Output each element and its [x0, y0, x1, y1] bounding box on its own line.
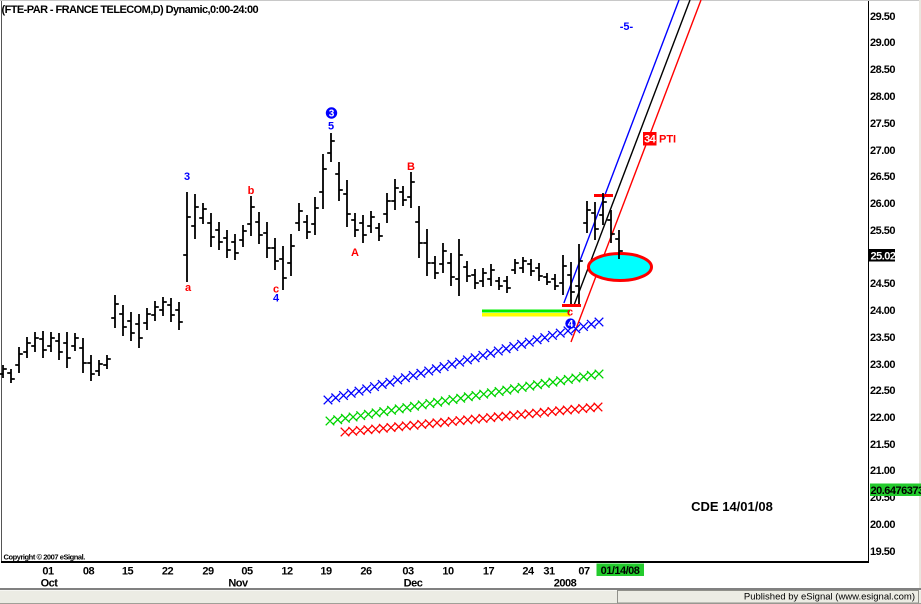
- svg-text:12: 12: [281, 566, 293, 578]
- svg-text:(FTE-PAR - FRANCE TELECOM,D) D: (FTE-PAR - FRANCE TELECOM,D) Dynamic,0:0…: [2, 4, 259, 16]
- svg-text:24: 24: [522, 566, 535, 578]
- svg-text:28.00: 28.00: [870, 91, 895, 103]
- svg-text:17: 17: [483, 566, 495, 578]
- svg-text:4: 4: [273, 293, 280, 305]
- svg-text:21.50: 21.50: [870, 439, 895, 451]
- svg-text:Copyright © 2007 eSignal.: Copyright © 2007 eSignal.: [4, 553, 86, 562]
- svg-text:03: 03: [402, 566, 414, 578]
- svg-text:19: 19: [320, 566, 332, 578]
- svg-text:24.50: 24.50: [870, 278, 895, 290]
- svg-text:Published by eSignal (www.esig: Published by eSignal (www.esignal.com): [744, 592, 915, 603]
- svg-text:3: 3: [184, 171, 190, 183]
- svg-text:c: c: [273, 284, 279, 296]
- svg-text:07: 07: [578, 566, 590, 578]
- svg-text:Nov: Nov: [228, 578, 249, 590]
- svg-text:-5-: -5-: [620, 21, 634, 33]
- svg-text:a: a: [185, 282, 192, 294]
- svg-text:15: 15: [122, 566, 134, 578]
- svg-text:29.50: 29.50: [870, 11, 895, 23]
- svg-text:29.00: 29.00: [870, 37, 895, 49]
- svg-text:21.00: 21.00: [870, 465, 895, 477]
- svg-text:c: c: [567, 307, 573, 319]
- svg-text:CDE 14/01/08: CDE 14/01/08: [691, 499, 773, 514]
- svg-text:26.50: 26.50: [870, 171, 895, 183]
- svg-text:31: 31: [543, 566, 555, 578]
- svg-text:27.50: 27.50: [870, 118, 895, 130]
- svg-text:A: A: [351, 247, 359, 259]
- svg-text:2008: 2008: [554, 578, 577, 590]
- svg-text:22: 22: [162, 566, 174, 578]
- svg-text:23.00: 23.00: [870, 359, 895, 371]
- svg-text:Oct: Oct: [41, 578, 59, 590]
- svg-text:Dec: Dec: [404, 578, 423, 590]
- svg-text:25.50: 25.50: [870, 225, 895, 237]
- svg-text:25.02: 25.02: [871, 251, 896, 263]
- svg-text:28.50: 28.50: [870, 64, 895, 76]
- svg-text:22.50: 22.50: [870, 385, 895, 397]
- svg-text:20.00: 20.00: [870, 519, 895, 531]
- svg-text:b: b: [248, 185, 255, 197]
- svg-text:PTI: PTI: [659, 134, 676, 146]
- svg-text:01/14/08: 01/14/08: [601, 565, 640, 577]
- svg-text:3: 3: [329, 109, 335, 120]
- svg-text:23.50: 23.50: [870, 332, 895, 344]
- svg-text:26.00: 26.00: [870, 198, 895, 210]
- svg-text:5: 5: [328, 121, 334, 133]
- svg-text:19.50: 19.50: [870, 546, 895, 558]
- svg-text:24.00: 24.00: [870, 305, 895, 317]
- svg-text:26: 26: [360, 566, 372, 578]
- svg-text:01: 01: [42, 566, 54, 578]
- svg-text:B: B: [407, 161, 415, 173]
- svg-text:05: 05: [241, 566, 253, 578]
- svg-text:34: 34: [644, 134, 657, 146]
- svg-text:4: 4: [568, 319, 574, 330]
- svg-text:08: 08: [83, 566, 95, 578]
- svg-text:20.6476373: 20.6476373: [871, 485, 921, 497]
- svg-text:22.00: 22.00: [870, 412, 895, 424]
- svg-text:29: 29: [202, 566, 214, 578]
- svg-text:10: 10: [442, 566, 454, 578]
- svg-text:27.00: 27.00: [870, 145, 895, 157]
